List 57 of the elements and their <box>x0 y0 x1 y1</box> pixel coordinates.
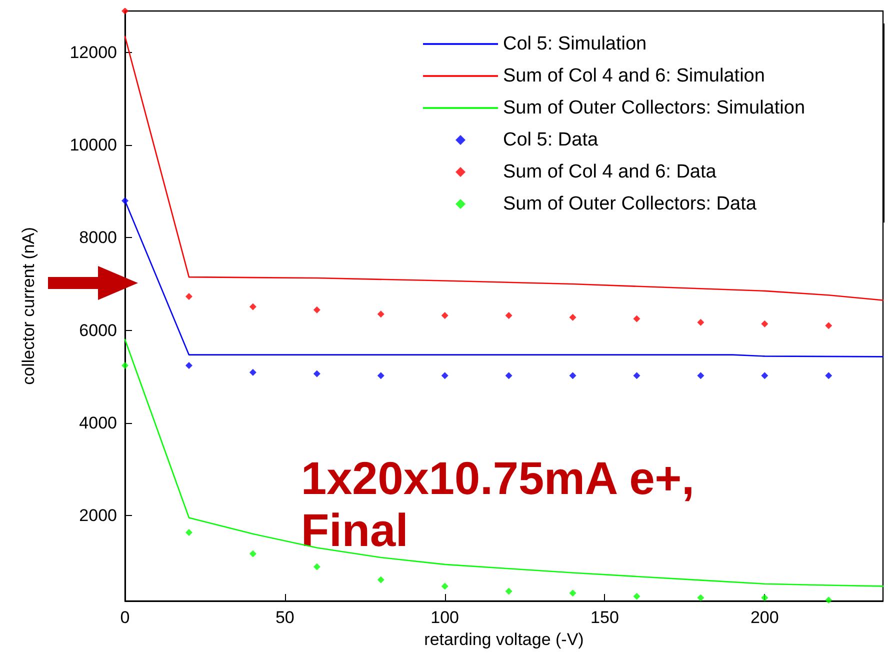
point <box>505 372 512 380</box>
point <box>441 312 448 319</box>
point <box>313 370 320 378</box>
point <box>185 293 192 300</box>
point <box>377 310 384 318</box>
point <box>377 576 384 584</box>
legend-label: Sum of Col 4 and 6: Simulation <box>503 66 765 86</box>
annotation: 1x20x10.75mA e+, Final <box>301 452 694 556</box>
y-tick-label: 4000 <box>79 413 117 432</box>
x-axis-title: retarding voltage (-V) <box>424 630 584 649</box>
point <box>761 320 768 328</box>
point <box>569 590 576 597</box>
point <box>825 322 832 330</box>
point <box>761 594 768 602</box>
point <box>122 8 128 14</box>
point <box>313 306 320 314</box>
point <box>633 372 640 380</box>
point <box>825 596 832 604</box>
point <box>313 563 320 570</box>
x-tick-label: 200 <box>750 608 779 627</box>
y-tick-label: 2000 <box>79 506 117 525</box>
y-axis-title: collector current (nA) <box>19 227 38 385</box>
legend-label: Col 5: Simulation <box>503 34 647 54</box>
x-tick-label: 150 <box>590 608 619 627</box>
legend-label: Sum of Outer Collectors: Simulation <box>503 98 806 118</box>
point <box>505 312 512 319</box>
y-tick-label: 6000 <box>79 320 117 340</box>
point <box>249 303 256 310</box>
y-tick-label: 12000 <box>70 43 117 62</box>
legend-label: Sum of Outer Collectors: Data <box>503 194 757 214</box>
line-series <box>124 338 884 587</box>
point <box>825 372 832 380</box>
point <box>569 314 576 321</box>
point <box>505 588 512 595</box>
point <box>441 372 448 380</box>
point <box>633 315 640 322</box>
point <box>377 372 384 380</box>
x-tick-label: 100 <box>430 608 460 627</box>
legend-label: Col 5: Data <box>503 130 598 150</box>
y-tick-label: 8000 <box>79 228 117 248</box>
line-series <box>124 36 884 301</box>
point <box>249 550 256 558</box>
point <box>569 372 576 380</box>
point <box>697 594 704 602</box>
y-tick-label: 10000 <box>70 136 117 155</box>
point <box>185 529 192 536</box>
point <box>761 372 768 380</box>
x-tick-label: 50 <box>275 608 294 627</box>
point <box>249 368 256 376</box>
point <box>697 372 704 380</box>
legend-label: Sum of Col 4 and 6: Data <box>503 162 717 182</box>
point <box>633 592 640 600</box>
point <box>122 362 128 369</box>
point <box>697 318 704 326</box>
x-tick-label: 0 <box>120 608 130 627</box>
point <box>185 362 192 369</box>
point <box>441 582 448 590</box>
